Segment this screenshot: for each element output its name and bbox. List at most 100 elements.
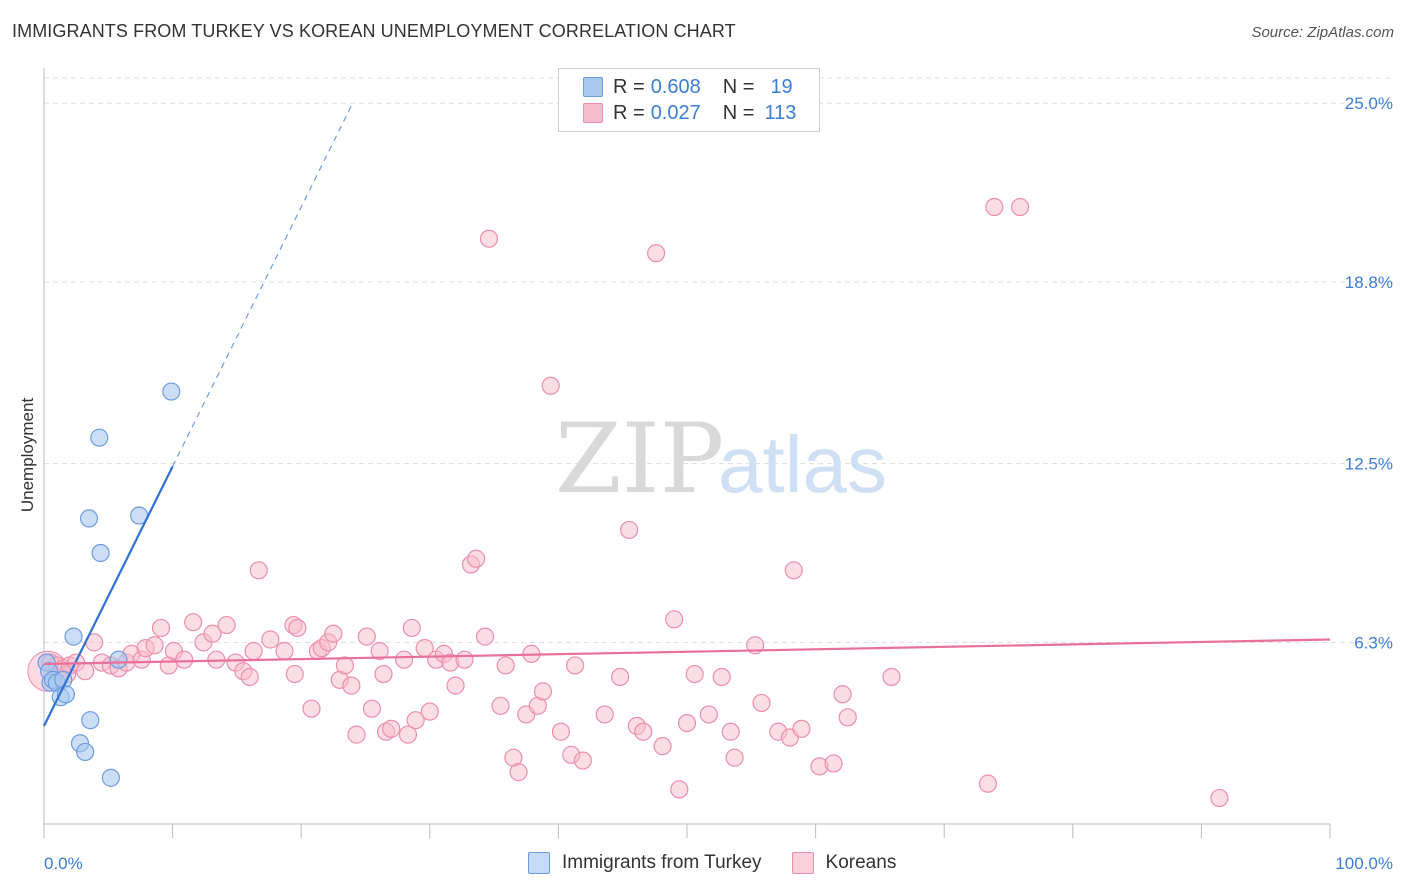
data-point-koreans bbox=[402, 618, 421, 638]
data-point-koreans bbox=[342, 676, 361, 695]
data-point-koreans bbox=[145, 636, 164, 655]
data-point-koreans bbox=[244, 641, 263, 661]
data-point-koreans bbox=[792, 719, 811, 738]
data-point-koreans bbox=[324, 624, 343, 643]
data-point-koreans bbox=[838, 708, 857, 727]
data-point-koreans bbox=[479, 229, 499, 248]
data-point-turkey bbox=[101, 768, 120, 787]
data-point-koreans bbox=[620, 520, 639, 540]
data-point-koreans bbox=[653, 737, 672, 756]
data-point-koreans bbox=[833, 685, 852, 704]
data-point-koreans bbox=[1210, 788, 1229, 808]
data-point-koreans bbox=[533, 682, 553, 701]
data-point-koreans bbox=[541, 376, 560, 395]
legend-swatch-blue bbox=[583, 77, 603, 97]
data-point-koreans bbox=[203, 624, 222, 643]
legend-row-koreans: R = 0.027 N = 113 bbox=[583, 101, 796, 125]
data-point-koreans bbox=[406, 711, 425, 730]
data-point-koreans bbox=[1010, 197, 1030, 217]
data-point-koreans bbox=[677, 713, 697, 733]
data-point-koreans bbox=[699, 705, 718, 724]
data-point-koreans bbox=[288, 618, 307, 638]
data-point-koreans bbox=[725, 748, 744, 767]
data-point-koreans bbox=[509, 763, 528, 782]
legend-n-value: 113 bbox=[764, 101, 797, 124]
legend-item-turkey: Immigrants from Turkey bbox=[528, 852, 762, 874]
data-point-koreans bbox=[394, 650, 414, 669]
data-point-koreans bbox=[382, 719, 401, 738]
data-point-koreans bbox=[566, 656, 585, 675]
data-point-turkey bbox=[81, 711, 100, 730]
watermark-zip: ZIP bbox=[555, 403, 724, 515]
data-point-koreans bbox=[496, 656, 515, 675]
y-tick-label: 12.5% bbox=[1345, 455, 1393, 474]
watermark-atlas: atlas bbox=[718, 420, 887, 509]
chart-title: IMMIGRANTS FROM TURKEY VS KOREAN UNEMPLO… bbox=[12, 21, 736, 41]
data-point-koreans bbox=[446, 676, 465, 695]
correlation-legend: R = 0.608 N = 19 R = 0.027 N = 113 bbox=[558, 68, 820, 132]
data-point-koreans bbox=[611, 667, 630, 687]
trend-line-koreans bbox=[43, 638, 1331, 666]
data-point-koreans bbox=[302, 699, 321, 718]
data-point-koreans bbox=[634, 722, 653, 741]
axis-layer: 6.3% 12.5% 18.8% 25.0% bbox=[43, 68, 1393, 838]
grid-layer bbox=[44, 77, 1393, 643]
trend-line-turkey-extension bbox=[172, 102, 354, 467]
data-point-koreans bbox=[985, 197, 1004, 217]
trend-line-turkey bbox=[43, 466, 174, 727]
watermark: ZIP atlas bbox=[555, 403, 887, 515]
data-point-koreans bbox=[275, 641, 294, 661]
data-point-turkey bbox=[162, 382, 181, 401]
data-point-turkey bbox=[79, 509, 99, 528]
data-point-koreans bbox=[285, 664, 304, 684]
y-axis-label: Unemployment bbox=[18, 398, 37, 513]
legend-n-label: N = bbox=[722, 75, 755, 98]
series-legend: Immigrants from Turkey Koreans bbox=[528, 852, 926, 874]
data-point-koreans bbox=[240, 667, 259, 687]
data-point-turkey bbox=[91, 543, 110, 563]
data-point-koreans bbox=[670, 780, 689, 799]
data-point-koreans bbox=[466, 549, 486, 568]
legend-r-label: R = bbox=[613, 101, 645, 124]
data-point-koreans bbox=[370, 641, 389, 661]
data-point-koreans bbox=[882, 667, 901, 687]
data-point-koreans bbox=[573, 751, 592, 770]
x-tick-label-max: 100.0% bbox=[1335, 854, 1393, 873]
data-point-turkey bbox=[76, 742, 95, 762]
data-point-turkey bbox=[109, 650, 128, 669]
legend-label-turkey: Immigrants from Turkey bbox=[562, 852, 762, 873]
data-point-koreans bbox=[752, 693, 771, 713]
legend-item-koreans: Koreans bbox=[791, 852, 896, 874]
data-point-koreans bbox=[665, 610, 684, 629]
data-point-koreans bbox=[721, 722, 740, 741]
data-point-koreans bbox=[76, 662, 95, 681]
y-tick-label: 18.8% bbox=[1345, 273, 1393, 292]
data-point-koreans bbox=[475, 627, 495, 646]
legend-swatch-blue bbox=[528, 852, 550, 874]
data-point-koreans bbox=[398, 725, 418, 744]
data-point-koreans bbox=[455, 650, 474, 669]
data-point-koreans bbox=[217, 615, 236, 635]
y-tick-label: 25.0% bbox=[1345, 94, 1393, 113]
trend-lines bbox=[43, 102, 1331, 727]
series-immigrants-from-turkey bbox=[37, 382, 181, 787]
legend-r-value: 0.608 bbox=[650, 75, 701, 98]
source-credit: Source: ZipAtlas.com bbox=[1251, 24, 1394, 41]
data-point-koreans bbox=[712, 667, 731, 687]
data-point-koreans bbox=[784, 561, 803, 580]
data-point-koreans bbox=[685, 664, 704, 684]
data-point-koreans bbox=[249, 561, 268, 580]
data-point-koreans bbox=[595, 705, 614, 724]
legend-r-label: R = bbox=[613, 75, 645, 98]
data-point-koreans bbox=[335, 656, 355, 675]
data-point-koreans bbox=[978, 774, 998, 793]
legend-row-turkey: R = 0.608 N = 19 bbox=[583, 75, 793, 99]
data-point-koreans bbox=[362, 699, 382, 718]
data-point-koreans bbox=[374, 664, 393, 684]
legend-swatch-pink bbox=[583, 103, 603, 123]
data-point-koreans bbox=[551, 722, 571, 741]
legend-swatch-pink bbox=[791, 852, 814, 874]
y-tick-label: 6.3% bbox=[1354, 633, 1393, 652]
data-point-koreans bbox=[151, 618, 171, 638]
data-point-koreans bbox=[420, 702, 439, 721]
